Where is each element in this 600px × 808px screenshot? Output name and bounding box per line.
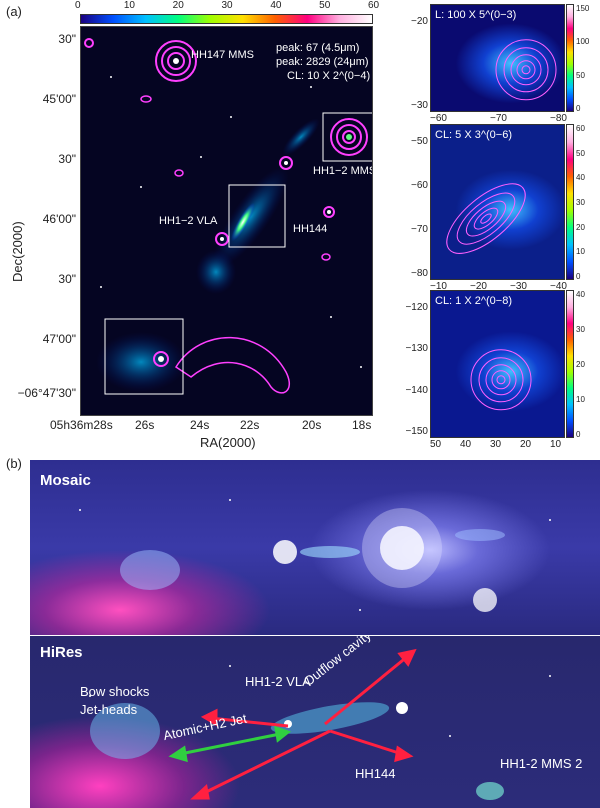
label-bow-shocks: Bow shocks bbox=[80, 684, 150, 699]
inset-colorbar bbox=[566, 4, 574, 112]
colorbar-tick: 60 bbox=[368, 0, 380, 11]
inset-colorbar-tick: 50 bbox=[576, 70, 585, 80]
ra-tick: 24s bbox=[190, 418, 210, 432]
dec-tick-labels: 30" 45'00" 30" 46'00" 30" 47'00" −06°47'30" bbox=[0, 26, 78, 416]
mosaic-image: Mosaic bbox=[30, 460, 600, 635]
inset-colorbar-tick: 0 bbox=[576, 104, 581, 113]
inset-colorbar-tick: 40 bbox=[576, 290, 585, 299]
label-peak-45: peak: 67 (4.5μm) bbox=[276, 42, 360, 54]
dec-tick: 46'00" bbox=[42, 212, 76, 226]
ra-tick: 18s bbox=[352, 418, 372, 432]
panel-b-label: (b) bbox=[6, 456, 22, 471]
hires-graphics bbox=[89, 648, 551, 800]
inset-colorbar-tick: 150 bbox=[576, 4, 590, 13]
dec-tick: 30" bbox=[58, 152, 76, 166]
inset-y-tick: −60 bbox=[411, 180, 428, 191]
inset-colorbar-tick: 100 bbox=[576, 37, 590, 47]
inset-colorbar-tick: 60 bbox=[576, 124, 585, 133]
colorbar bbox=[80, 14, 373, 24]
colorbar-tick: 0 bbox=[75, 0, 81, 11]
inset-colorbar-tick: 0 bbox=[576, 272, 581, 281]
y-axis-title: Dec(2000) bbox=[10, 221, 25, 282]
inset-y-tick: −130 bbox=[405, 343, 428, 355]
inset-y-tick: −30 bbox=[411, 100, 428, 111]
inset-contour-levels: CL: 1 X 2^(0−8) bbox=[435, 295, 513, 307]
ra-tick-labels: 05h36m28s 26s 24s 22s 20s 18s bbox=[50, 418, 373, 434]
ra-tick: 22s bbox=[240, 418, 260, 432]
label-hh12-mms2-b: HH1-2 MMS 2 bbox=[500, 756, 583, 771]
inset-colorbar-tick: 50 bbox=[576, 148, 585, 158]
inset-y-tick: −150 bbox=[405, 426, 428, 437]
inset-x-tick: −70 bbox=[490, 113, 507, 124]
inset-contours bbox=[446, 183, 526, 254]
inset-colorbar-tick: 10 bbox=[576, 395, 585, 404]
inset-y-tick: −70 bbox=[411, 224, 428, 235]
colorbar-tick: 30 bbox=[221, 0, 233, 11]
colorbar-tick: 10 bbox=[123, 0, 135, 11]
panel-a-label: (a) bbox=[6, 4, 22, 19]
inset-colorbar-tick: 0 bbox=[576, 430, 581, 439]
main-sky-image: HH147 MMS peak: 67 (4.5μm) peak: 2829 (2… bbox=[80, 26, 373, 416]
colorbar-tick: 40 bbox=[270, 0, 282, 11]
ra-tick: 05h36m28s bbox=[50, 418, 113, 432]
inset-panel: CL: 5 X 3^(0−6) bbox=[430, 124, 565, 280]
colorbar-tick: 20 bbox=[172, 0, 184, 11]
ra-tick: 20s bbox=[302, 418, 322, 432]
inset-colorbar-tick: 20 bbox=[576, 360, 585, 369]
label-jet-heads: Jet-heads bbox=[80, 702, 138, 717]
main-image-graphics bbox=[84, 38, 372, 395]
inset-colorbar-tick: 10 bbox=[576, 247, 585, 257]
label-hh147-mms: HH147 MMS bbox=[191, 49, 254, 61]
inset-x-tick: −60 bbox=[430, 113, 447, 124]
dec-tick: 30" bbox=[58, 272, 76, 286]
inset-colorbar-tick: 20 bbox=[576, 222, 585, 232]
inset-contour-levels: CL: 5 X 3^(0−6) bbox=[435, 129, 513, 141]
inset-y-tick: −140 bbox=[405, 384, 428, 396]
x-axis-title: RA(2000) bbox=[200, 435, 256, 450]
inset-y-tick: −120 bbox=[405, 302, 428, 313]
inset-panel: L: 100 X 5^(0−3) bbox=[430, 4, 565, 112]
inset-colorbar-tick: 30 bbox=[576, 198, 585, 207]
label-hh12-vla: HH1−2 VLA bbox=[159, 215, 218, 227]
mosaic-title: Mosaic bbox=[40, 472, 91, 489]
inset-colorbar-tick: 40 bbox=[576, 173, 585, 183]
dec-tick: 30" bbox=[58, 32, 76, 46]
inset-x-tick: 20 bbox=[520, 439, 532, 450]
inset-colorbar bbox=[566, 124, 574, 280]
label-peak-24: peak: 2829 (24μm) bbox=[276, 56, 369, 68]
inset-x-tick: −10 bbox=[430, 281, 447, 292]
label-hh144-b: HH144 bbox=[355, 766, 396, 781]
inset-x-tick: 40 bbox=[460, 439, 472, 450]
colorbar-tick: 50 bbox=[319, 0, 331, 11]
inset-y-tick: −20 bbox=[411, 16, 428, 27]
hires-image: HiRes Bow shocks Jet-heads HH1-2 VLA Out… bbox=[30, 636, 600, 808]
label-hh12-mms2: HH1−2 MMS 2 bbox=[313, 165, 372, 177]
inset-contour-levels: L: 100 X 5^(0−3) bbox=[435, 9, 517, 21]
inset-x-tick: −80 bbox=[550, 113, 567, 124]
dec-tick: 47'00" bbox=[42, 332, 76, 346]
ra-tick: 26s bbox=[135, 418, 155, 432]
mosaic-graphics bbox=[79, 499, 551, 612]
inset-contours bbox=[495, 39, 557, 101]
inset-colorbar bbox=[566, 290, 574, 438]
inset-x-tick: −40 bbox=[550, 281, 567, 292]
inset-x-tick: 30 bbox=[490, 439, 502, 450]
inset-y-tick: −80 bbox=[411, 268, 428, 279]
inset-x-tick: −20 bbox=[470, 281, 487, 292]
colorbar-ticks: 0 10 20 30 40 50 60 bbox=[75, 0, 379, 12]
dec-tick: 45'00" bbox=[42, 92, 76, 106]
inset-contours bbox=[470, 349, 532, 411]
inset-y-tick: −50 bbox=[411, 136, 428, 147]
inset-x-tick: 50 bbox=[430, 439, 442, 450]
dec-tick: −06°47'30" bbox=[17, 386, 76, 400]
hires-title: HiRes bbox=[40, 644, 83, 661]
label-contour-levels: CL: 10 X 2^(0−4) bbox=[287, 70, 371, 82]
label-hh144: HH144 bbox=[293, 223, 328, 235]
inset-panel: CL: 1 X 2^(0−8) bbox=[430, 290, 565, 438]
inset-x-tick: −30 bbox=[510, 281, 527, 292]
inset-colorbar-tick: 30 bbox=[576, 325, 585, 334]
inset-x-tick: 10 bbox=[550, 439, 562, 450]
label-hh12-vla-b: HH1-2 VLA bbox=[245, 674, 311, 689]
